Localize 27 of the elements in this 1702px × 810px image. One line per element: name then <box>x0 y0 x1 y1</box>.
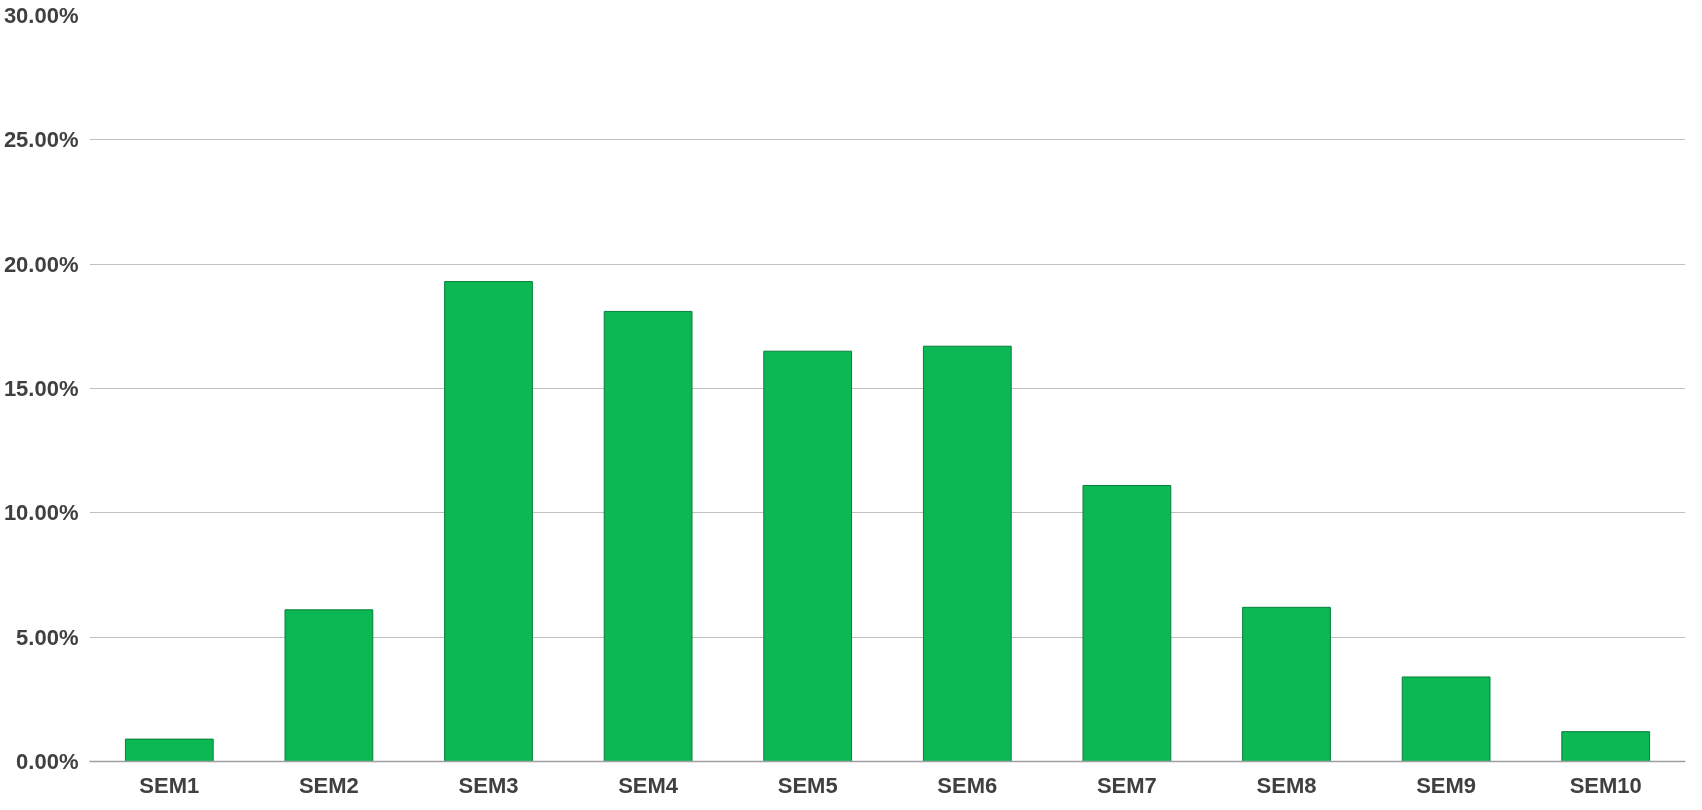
y-tick-label: 0.00% <box>16 749 79 774</box>
bar <box>124 738 214 762</box>
x-tick-label: SEM5 <box>777 772 838 798</box>
bar <box>284 609 374 762</box>
bar <box>763 350 853 762</box>
y-tick-label: 20.00% <box>3 251 79 277</box>
x-tick-label: SEM6 <box>937 772 998 798</box>
x-tick-label: SEM7 <box>1096 772 1157 798</box>
bar <box>1242 606 1331 762</box>
y-tick-label: 10.00% <box>3 500 79 526</box>
x-tick-label: SEM9 <box>1416 772 1477 798</box>
y-tick-label: 15.00% <box>3 376 79 401</box>
x-tick-label: SEM10 <box>1569 772 1642 798</box>
bar <box>1082 484 1172 762</box>
x-tick-label: SEM3 <box>458 772 519 798</box>
bar <box>444 281 533 762</box>
y-tick-label: 5.00% <box>16 624 79 650</box>
bar <box>1401 676 1491 762</box>
x-tick-label: SEM2 <box>298 772 359 798</box>
x-tick-label: SEM4 <box>618 772 679 798</box>
x-tick-label: SEM8 <box>1256 772 1317 798</box>
bar <box>922 345 1012 762</box>
bar <box>603 310 693 762</box>
y-tick-label: 25.00% <box>3 127 79 153</box>
x-tick-label: SEM1 <box>139 772 200 798</box>
bar <box>1561 731 1651 762</box>
y-tick-label: 30.00% <box>3 3 79 28</box>
